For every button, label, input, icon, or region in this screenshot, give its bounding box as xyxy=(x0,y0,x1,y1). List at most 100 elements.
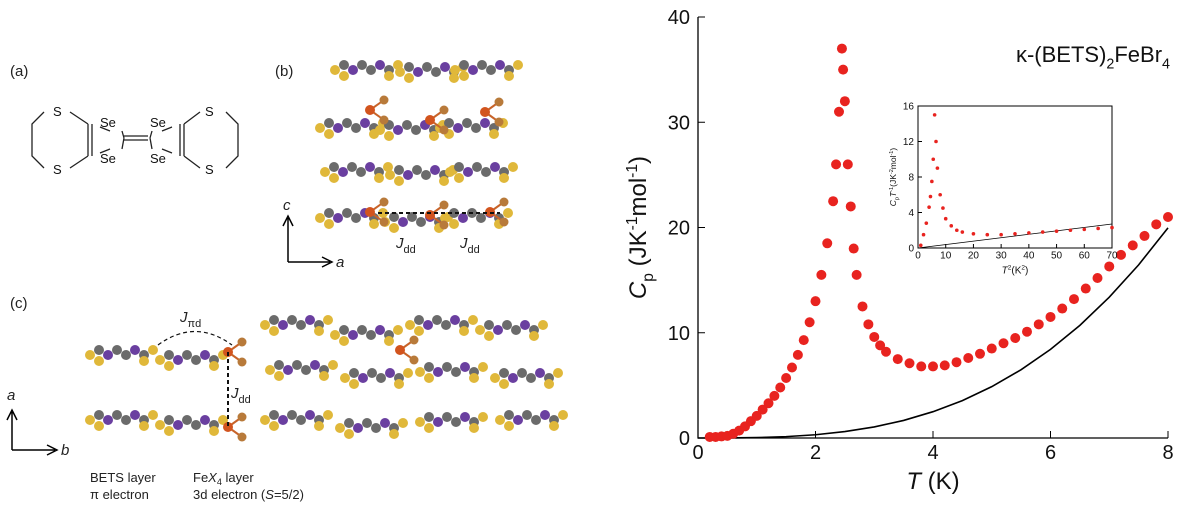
label-part: (JK xyxy=(625,230,652,273)
layer-caption: 3d electron (S=5/2) xyxy=(193,487,304,502)
label-part: ) xyxy=(1025,266,1028,277)
caption-part: =5/2) xyxy=(274,487,304,502)
axis-label: a xyxy=(7,387,15,404)
x-tick-label: 20 xyxy=(968,251,980,262)
caption-part: Fe xyxy=(193,470,208,485)
label-part: FeBr xyxy=(1114,42,1162,67)
y-tick-label: 12 xyxy=(903,137,915,148)
data-point xyxy=(955,228,959,232)
data-point xyxy=(934,140,938,144)
data-point xyxy=(1055,229,1059,233)
data-point xyxy=(843,159,853,169)
data-point xyxy=(1082,228,1086,232)
data-point xyxy=(1010,333,1020,343)
layer-structure xyxy=(7,315,568,455)
data-point xyxy=(938,193,942,197)
y-tick-label: 16 xyxy=(903,102,915,113)
data-point xyxy=(999,338,1009,348)
caption-part: 3d electron ( xyxy=(193,487,266,502)
x-axis-label: T (K) xyxy=(906,468,959,495)
data-point xyxy=(928,361,938,371)
data-point xyxy=(927,205,931,209)
data-point xyxy=(834,107,844,117)
data-point xyxy=(944,217,948,221)
panel-label: (c) xyxy=(10,295,28,312)
y-tick-label: 8 xyxy=(908,173,914,184)
coupling-label: Jdd xyxy=(459,235,480,256)
y-tick-label: 0 xyxy=(679,428,690,450)
data-point xyxy=(931,157,935,161)
y-tick-label: 4 xyxy=(908,208,914,219)
data-point xyxy=(1128,240,1138,250)
x-tick-label: 0 xyxy=(915,251,921,262)
data-point xyxy=(905,358,915,368)
x-tick-label: 6 xyxy=(1045,442,1056,464)
label-part: (K xyxy=(1011,266,1021,277)
panel-label: (a) xyxy=(10,63,28,80)
data-point xyxy=(1069,294,1079,304)
y-tick-label: 40 xyxy=(668,7,690,29)
data-point xyxy=(963,353,973,363)
data-point xyxy=(1022,327,1032,337)
data-point xyxy=(831,159,841,169)
label-part: mol xyxy=(625,178,652,217)
atom-label: S xyxy=(53,104,62,119)
y-tick-label: 10 xyxy=(668,323,690,345)
data-point xyxy=(811,296,821,306)
data-point xyxy=(881,347,891,357)
coupling-subscript: dd xyxy=(404,244,416,256)
atom-label: Se xyxy=(100,151,116,166)
label-part: -1 xyxy=(624,164,641,178)
data-point xyxy=(849,244,859,254)
coupling-label: Jdd xyxy=(230,385,251,406)
y-tick-label: 20 xyxy=(668,218,690,240)
data-point xyxy=(1069,228,1073,232)
layer-caption: FeX4 layer xyxy=(193,470,254,487)
label-part: -1 xyxy=(624,216,641,230)
charts: 02468010203040T (K)Cp (JK-1mol-1)κ-(BETS… xyxy=(624,7,1174,495)
x-tick-label: 2 xyxy=(810,442,821,464)
data-point xyxy=(925,221,929,225)
x-tick-label: 8 xyxy=(1162,442,1173,464)
data-point xyxy=(775,382,785,392)
coupling-subscript: dd xyxy=(239,394,251,406)
data-point xyxy=(933,113,937,117)
data-point xyxy=(846,201,856,211)
data-point xyxy=(1057,304,1067,314)
label-part: mol xyxy=(888,155,898,169)
data-point xyxy=(838,65,848,75)
data-point xyxy=(929,195,933,199)
data-point xyxy=(922,233,926,237)
label-part: ) xyxy=(625,156,652,164)
data-point xyxy=(1013,232,1017,236)
data-point xyxy=(941,206,945,210)
axis-label: c xyxy=(283,197,291,214)
y-axis-label: CpT-1(JK-2mol-1) xyxy=(888,148,901,207)
data-point xyxy=(781,373,791,383)
y-axis-label: Cp (JK-1mol-1) xyxy=(624,156,657,299)
data-point xyxy=(952,357,962,367)
layer-caption: BETS layer xyxy=(90,470,156,485)
atom-label: S xyxy=(205,104,214,119)
data-point xyxy=(1104,261,1114,271)
atom-label: S xyxy=(205,162,214,177)
label-part: (K) xyxy=(921,468,960,495)
axis-label: b xyxy=(61,442,69,459)
data-point xyxy=(1041,230,1045,234)
data-point xyxy=(822,238,832,248)
atom-label: Se xyxy=(100,115,116,130)
y-tick-label: 30 xyxy=(668,112,690,134)
data-point xyxy=(1151,219,1161,229)
figure: (a) S Se Se S S Se Se S (b) c a Jdd Jdd … xyxy=(0,0,1185,506)
atom-label: Se xyxy=(150,151,166,166)
data-point xyxy=(805,317,815,327)
label-part: (JK xyxy=(888,174,898,187)
data-point xyxy=(936,166,940,170)
x-tick-label: 30 xyxy=(996,251,1008,262)
data-point xyxy=(930,180,934,184)
data-point xyxy=(858,301,868,311)
data-point xyxy=(863,319,873,329)
caption-part: S xyxy=(265,487,274,502)
data-point xyxy=(949,224,953,228)
coupling-label: Jπd xyxy=(179,309,201,330)
